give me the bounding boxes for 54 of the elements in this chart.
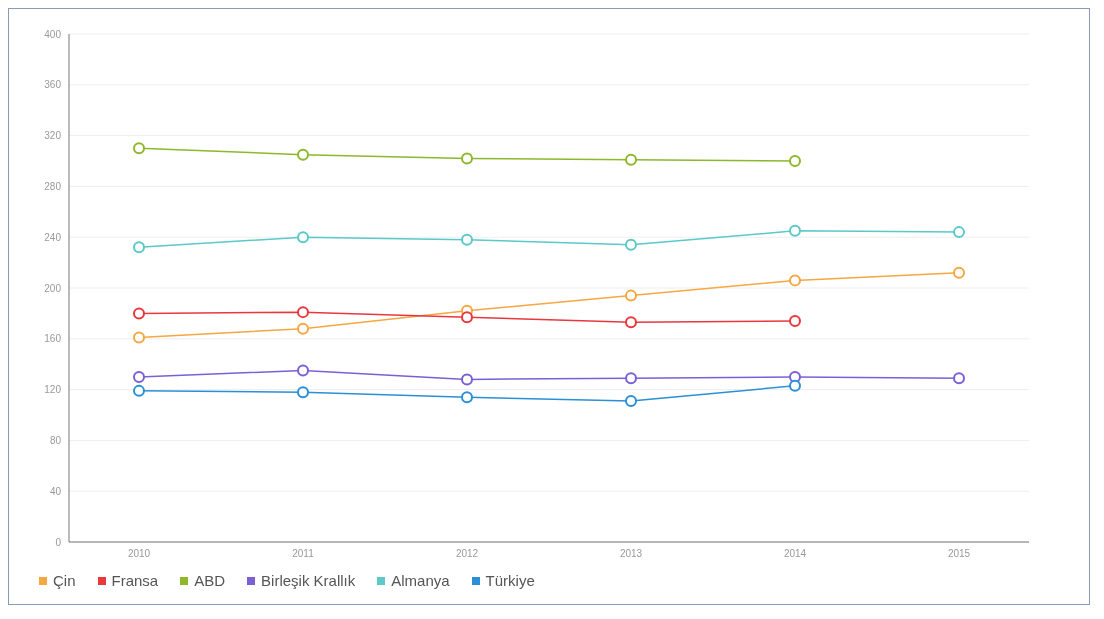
point bbox=[953, 266, 965, 279]
legend-label: Birleşik Krallık bbox=[261, 572, 356, 589]
point bbox=[789, 379, 801, 392]
point bbox=[133, 331, 145, 344]
y-tick-label: 0 bbox=[55, 536, 62, 548]
point bbox=[789, 155, 801, 167]
point bbox=[297, 306, 309, 319]
point bbox=[789, 274, 801, 287]
x-tick-label: 2010 bbox=[127, 548, 151, 560]
y-tick-label: 80 bbox=[49, 434, 62, 446]
point bbox=[625, 372, 637, 385]
y-tick-label: 40 bbox=[49, 485, 62, 497]
y-tick-label: 400 bbox=[44, 28, 62, 40]
y-tick-label: 280 bbox=[44, 180, 62, 192]
point bbox=[461, 152, 473, 165]
legend-label: ABD bbox=[194, 572, 226, 589]
point bbox=[461, 373, 473, 386]
x-tick-label: 2015 bbox=[947, 548, 971, 560]
y-tick-label: 200 bbox=[44, 282, 62, 294]
legend-label: Çin bbox=[53, 572, 76, 589]
x-tick-label: 2011 bbox=[292, 548, 315, 560]
point bbox=[461, 391, 473, 404]
point bbox=[297, 231, 309, 244]
y-tick-label: 360 bbox=[44, 79, 62, 91]
point bbox=[953, 372, 965, 385]
x-tick-label: 2014 bbox=[783, 548, 807, 560]
point bbox=[789, 224, 801, 237]
point bbox=[461, 311, 473, 324]
point bbox=[297, 386, 309, 399]
point bbox=[625, 316, 637, 329]
point bbox=[625, 289, 637, 302]
point bbox=[625, 238, 637, 251]
point bbox=[953, 226, 965, 239]
point bbox=[625, 395, 637, 408]
point bbox=[461, 233, 473, 246]
point bbox=[297, 148, 309, 161]
point bbox=[133, 307, 145, 320]
point bbox=[625, 153, 637, 166]
point bbox=[297, 364, 309, 377]
y-tick-label: 120 bbox=[44, 384, 62, 396]
legend-label: Fransa bbox=[111, 572, 159, 589]
point bbox=[133, 241, 145, 254]
y-tick-label: 320 bbox=[44, 130, 62, 142]
y-tick-label: 240 bbox=[44, 231, 62, 243]
point bbox=[133, 384, 145, 397]
point bbox=[133, 142, 145, 155]
y-tick-label: 160 bbox=[44, 333, 62, 345]
x-tick-label: 2012 bbox=[455, 548, 479, 560]
point bbox=[789, 315, 801, 328]
x-tick-label: 2013 bbox=[619, 548, 643, 560]
point bbox=[133, 370, 145, 383]
point bbox=[297, 322, 309, 335]
legend-label: Türkiye bbox=[485, 572, 535, 589]
legend-label: Almanya bbox=[391, 572, 450, 589]
